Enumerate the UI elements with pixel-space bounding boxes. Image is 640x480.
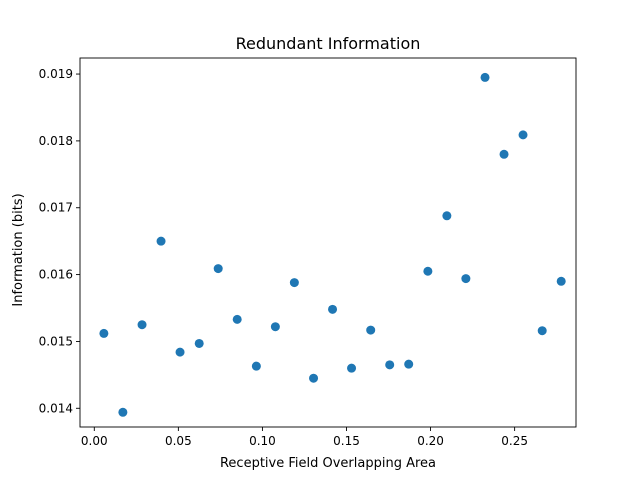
data-point xyxy=(556,276,566,286)
x-axis-label: Receptive Field Overlapping Area xyxy=(220,456,436,471)
x-tick-label: 0.20 xyxy=(417,434,444,448)
x-axis-ticks: 0.00 0.05 0.10 0.15 0.20 0.25 xyxy=(81,427,528,448)
data-point xyxy=(347,363,357,373)
data-point xyxy=(499,149,509,159)
data-point xyxy=(423,266,433,276)
y-axis-label: Information (bits) xyxy=(11,193,26,306)
y-tick-label: 0.017 xyxy=(39,201,73,215)
data-point xyxy=(366,325,376,335)
y-axis-ticks: 0.014 0.015 0.016 0.017 0.018 0.019 xyxy=(39,67,80,415)
x-tick-label: 0.10 xyxy=(249,434,276,448)
data-point xyxy=(385,360,395,370)
data-point xyxy=(328,304,338,314)
y-tick-label: 0.015 xyxy=(39,334,73,348)
data-point xyxy=(537,326,547,336)
data-point xyxy=(194,338,204,348)
x-tick-label: 0.05 xyxy=(165,434,192,448)
data-points xyxy=(99,72,566,417)
y-tick-label: 0.018 xyxy=(39,134,73,148)
chart-title: Redundant Information xyxy=(236,34,421,53)
data-point xyxy=(404,359,414,369)
data-point xyxy=(213,264,223,274)
data-point xyxy=(175,347,185,357)
data-point xyxy=(289,278,299,288)
data-point xyxy=(137,320,147,330)
data-point xyxy=(518,130,528,140)
data-point xyxy=(251,361,261,371)
data-point xyxy=(118,407,128,417)
data-point xyxy=(232,314,242,324)
data-point xyxy=(270,322,280,332)
data-point xyxy=(99,328,109,338)
data-point xyxy=(480,72,490,82)
data-point xyxy=(461,274,471,284)
data-point xyxy=(309,373,319,383)
data-point xyxy=(156,236,166,246)
y-tick-label: 0.019 xyxy=(39,67,73,81)
y-tick-label: 0.016 xyxy=(39,268,73,282)
data-point xyxy=(442,211,452,221)
x-tick-label: 0.00 xyxy=(81,434,108,448)
x-tick-label: 0.15 xyxy=(333,434,360,448)
y-tick-label: 0.014 xyxy=(39,401,73,415)
plot-area-frame xyxy=(79,57,577,428)
x-tick-label: 0.25 xyxy=(501,434,528,448)
